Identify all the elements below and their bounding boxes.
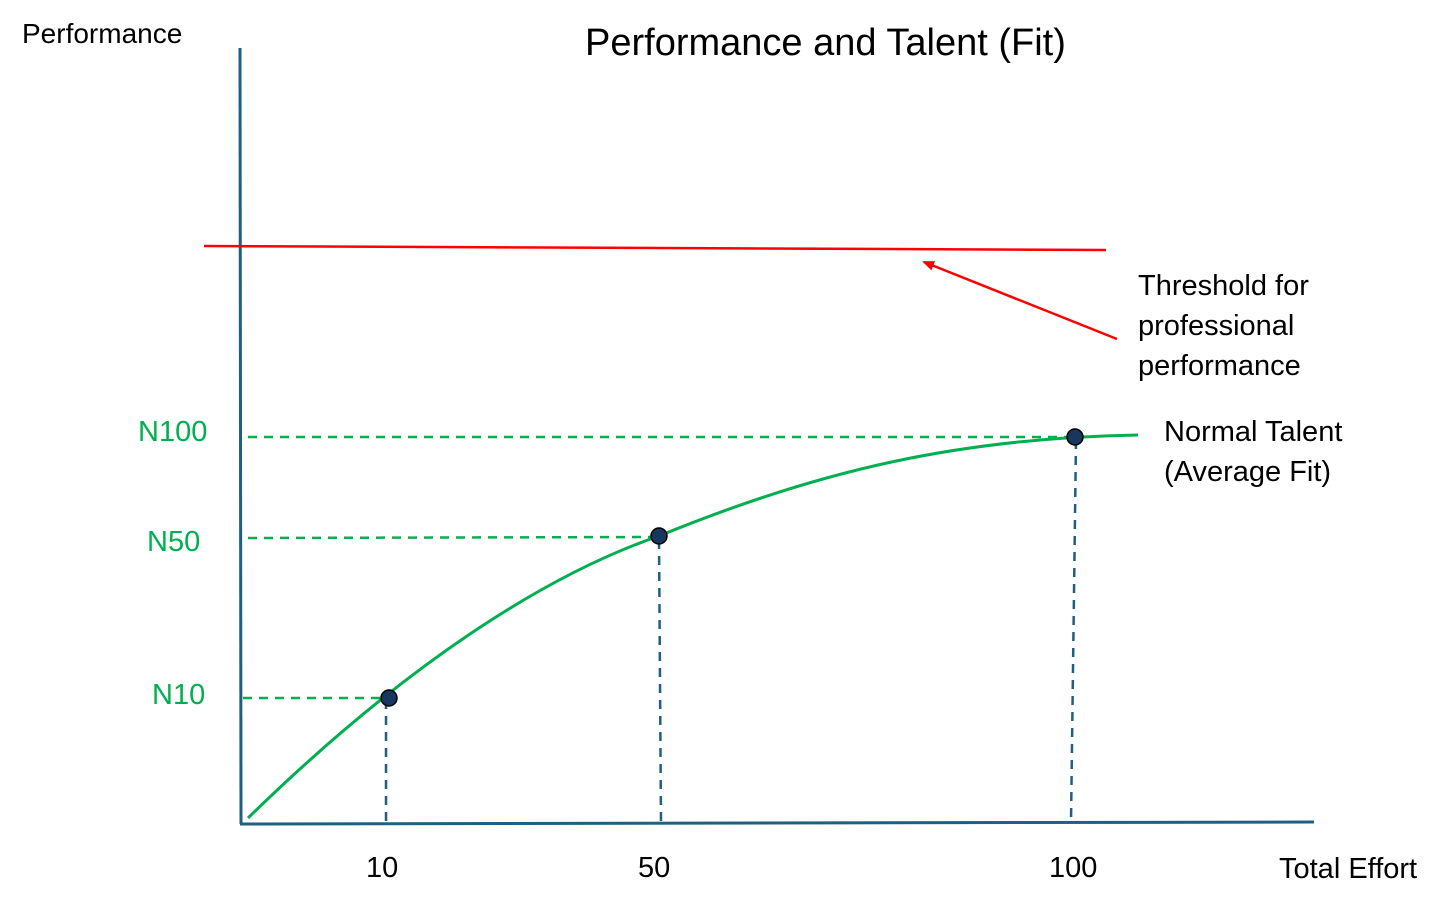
curve-label-line-2: (Average Fit): [1164, 456, 1332, 488]
threshold-label-line-1: Threshold for: [1138, 270, 1309, 302]
x-tick-100: 100: [1049, 852, 1098, 884]
y-tick-n100: N100: [138, 416, 208, 448]
threshold-label-line-2: professional: [1138, 310, 1295, 342]
marker-50: [650, 527, 668, 545]
y-axis: [238, 47, 243, 825]
threshold-line: [203, 244, 1107, 252]
normal-talent-curve: [246, 433, 1139, 820]
threshold-label: Threshold for professional performance: [1138, 266, 1309, 386]
curve-label: Normal Talent (Average Fit): [1164, 412, 1342, 492]
guide-x50: [657, 539, 663, 823]
guide-n50: [247, 535, 659, 540]
marker-100: [1066, 428, 1084, 446]
y-tick-n50: N50: [147, 526, 201, 558]
threshold-label-line-3: performance: [1138, 350, 1301, 382]
guide-x100: [1069, 439, 1078, 823]
threshold-arrow: [922, 260, 1118, 341]
marker-10: [380, 689, 398, 707]
curve-label-line-1: Normal Talent: [1164, 416, 1343, 448]
x-tick-50: 50: [638, 852, 671, 884]
x-tick-10: 10: [366, 852, 399, 884]
x-axis-label: Total Effort: [1279, 853, 1418, 885]
y-axis-label: Performance: [22, 18, 183, 49]
y-tick-n10: N10: [152, 679, 206, 711]
chart-title: Performance and Talent (Fit): [585, 22, 1066, 64]
x-axis: [239, 820, 1315, 826]
